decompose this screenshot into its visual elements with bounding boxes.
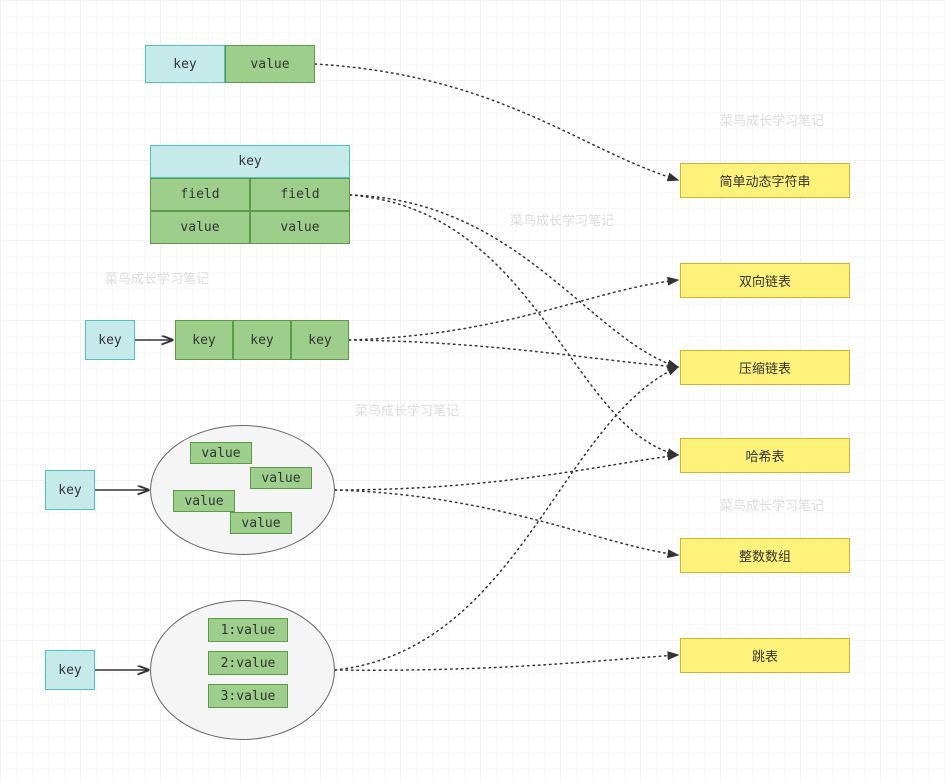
list-cell-0: key	[175, 320, 233, 360]
list-cell-2: key	[291, 320, 349, 360]
list-key-cell: key	[85, 320, 135, 360]
set-value-3: value	[230, 512, 292, 534]
hash-value-1: value	[250, 211, 350, 244]
set-value-0: value	[190, 442, 252, 464]
target-intset: 整数数组	[680, 538, 850, 573]
watermark-3: 菜鸟成长学习笔记	[355, 400, 459, 419]
target-hash: 哈希表	[680, 438, 850, 473]
watermark-2: 菜鸟成长学习笔记	[105, 268, 209, 287]
target-skip: 跳表	[680, 638, 850, 673]
watermark-1: 菜鸟成长学习笔记	[510, 210, 614, 229]
watermark-4: 菜鸟成长学习笔记	[720, 495, 824, 514]
set-value-2: value	[173, 490, 235, 512]
target-dlist: 双向链表	[680, 263, 850, 298]
list-cell-1: key	[233, 320, 291, 360]
zset-value-1: 2:value	[208, 651, 288, 675]
hash-key-cell: key	[150, 145, 350, 178]
hash-value-0: value	[150, 211, 250, 244]
hash-field-1: field	[250, 178, 350, 211]
hash-field-0: field	[150, 178, 250, 211]
target-ziplist: 压缩链表	[680, 350, 850, 385]
set-value-1: value	[250, 467, 312, 489]
diagram-canvas: 菜鸟成长学习笔记菜鸟成长学习笔记菜鸟成长学习笔记菜鸟成长学习笔记菜鸟成长学习笔记…	[0, 0, 945, 782]
zset-key-cell: key	[45, 650, 95, 690]
zset-value-2: 3:value	[208, 684, 288, 708]
set-key-cell: key	[45, 470, 95, 510]
string-value-cell: value	[225, 45, 315, 83]
string-key-cell: key	[145, 45, 225, 83]
target-sds: 简单动态字符串	[680, 163, 850, 198]
zset-value-0: 1:value	[208, 618, 288, 642]
watermark-0: 菜鸟成长学习笔记	[720, 110, 824, 129]
